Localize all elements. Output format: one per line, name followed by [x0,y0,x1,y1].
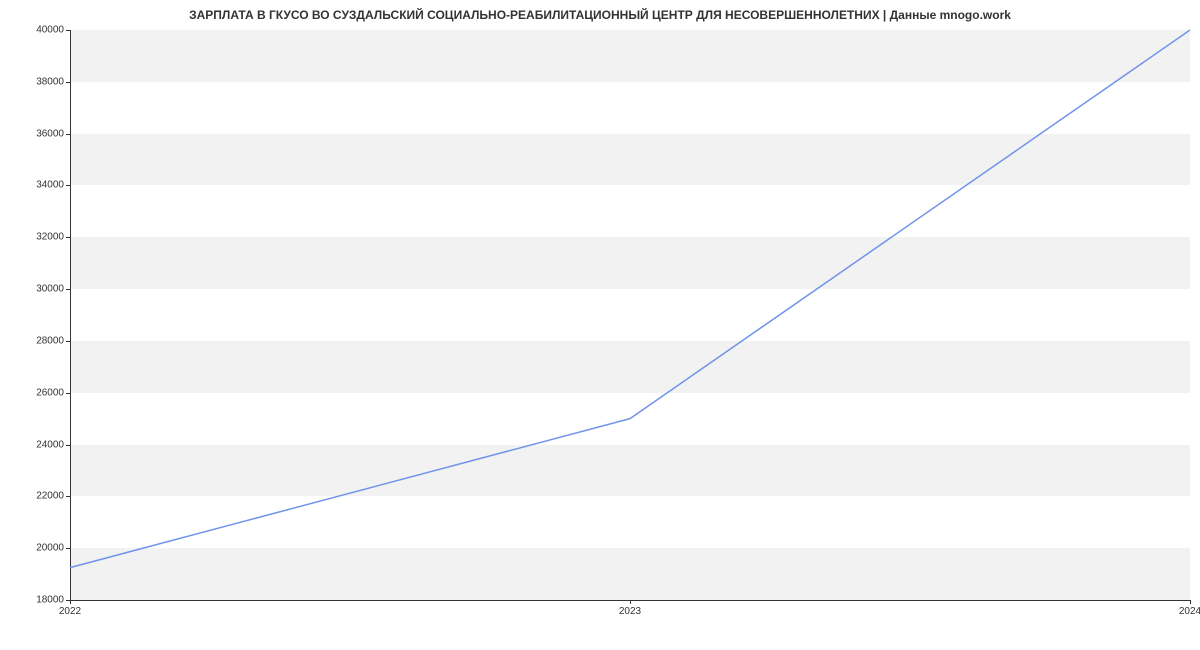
chart-title: ЗАРПЛАТА В ГКУСО ВО СУЗДАЛЬСКИЙ СОЦИАЛЬН… [0,8,1200,22]
x-tick-mark [630,600,631,604]
y-tick-label: 26000 [36,387,64,398]
y-tick-label: 20000 [36,543,64,554]
x-tick-mark [70,600,71,604]
y-tick-label: 30000 [36,284,64,295]
y-tick-label: 28000 [36,335,64,346]
y-tick-label: 24000 [36,439,64,450]
x-tick-label: 2024 [1179,606,1200,617]
y-tick-label: 22000 [36,491,64,502]
series-layer [70,30,1190,600]
y-tick-label: 40000 [36,25,64,36]
y-tick-label: 32000 [36,232,64,243]
x-tick-mark [1190,600,1191,604]
y-tick-label: 34000 [36,180,64,191]
series-line [70,30,1190,568]
y-tick-label: 38000 [36,76,64,87]
x-tick-label: 2023 [619,606,641,617]
plot-area: 1800020000220002400026000280003000032000… [70,30,1190,600]
line-chart: ЗАРПЛАТА В ГКУСО ВО СУЗДАЛЬСКИЙ СОЦИАЛЬН… [0,0,1200,650]
y-tick-label: 18000 [36,595,64,606]
y-tick-label: 36000 [36,128,64,139]
x-tick-label: 2022 [59,606,81,617]
